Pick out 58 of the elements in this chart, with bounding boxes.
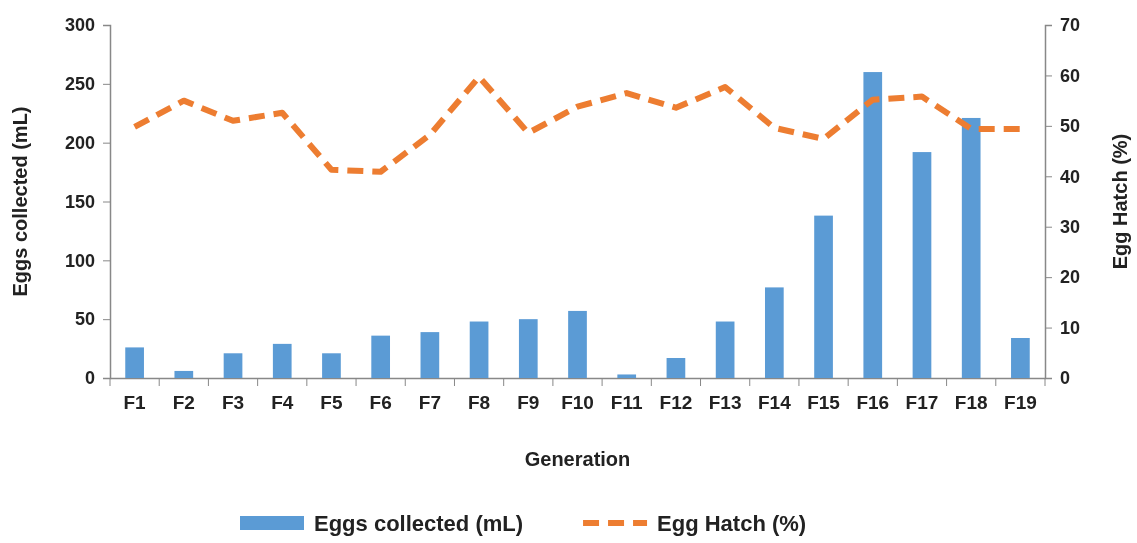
x-tick-label: F19 — [1004, 392, 1037, 414]
y2-tick-label: 70 — [1060, 15, 1081, 36]
y-axis-title: Eggs collected (mL) — [9, 106, 31, 297]
bar — [715, 321, 735, 378]
y-tick-label: 50 — [74, 309, 95, 330]
bar — [863, 72, 883, 378]
bar — [764, 287, 784, 378]
y2-tick-label: 10 — [1060, 317, 1081, 338]
x-tick-label: F18 — [954, 392, 988, 414]
bar — [912, 152, 932, 378]
y-tick-label: 250 — [64, 74, 95, 95]
bar — [272, 343, 292, 378]
x-tick-label: F13 — [708, 392, 742, 414]
y-tick-label: 200 — [64, 132, 95, 153]
x-tick-label: F17 — [905, 392, 939, 414]
x-tick-label: F10 — [561, 392, 594, 414]
y2-tick-label: 20 — [1060, 267, 1081, 288]
y-tick-label: 300 — [64, 15, 95, 36]
bar — [961, 117, 981, 378]
x-tick-label: F4 — [271, 392, 294, 414]
bar — [518, 319, 538, 378]
y2-axis-title: Egg Hatch (%) — [1109, 133, 1131, 270]
legend-label: Egg Hatch (%) — [657, 511, 807, 536]
x-tick-label: F16 — [856, 392, 890, 414]
x-tick-label: F14 — [757, 392, 792, 414]
x-tick-label: F8 — [467, 392, 491, 414]
y2-tick-label: 40 — [1060, 166, 1081, 187]
x-tick-label: F3 — [221, 392, 245, 414]
bar — [223, 353, 243, 378]
y2-tick-label: 50 — [1060, 116, 1081, 137]
y2-tick-label: 60 — [1060, 65, 1081, 86]
x-tick-label: F7 — [418, 392, 441, 414]
x-tick-label: F15 — [807, 392, 841, 414]
x-tick-label: F2 — [172, 392, 195, 414]
x-tick-label: F9 — [517, 392, 540, 414]
legend-label: Eggs collected (mL) — [314, 511, 524, 536]
y2-tick-label: 30 — [1060, 216, 1081, 237]
bar — [469, 321, 489, 378]
x-tick-label: F1 — [123, 392, 147, 414]
x-tick-label: F11 — [610, 392, 643, 414]
x-tick-label: F5 — [320, 392, 343, 414]
y-tick-label: 150 — [64, 191, 95, 212]
bar — [125, 347, 144, 378]
y-tick-label: 0 — [84, 368, 95, 389]
bar — [814, 215, 833, 378]
bar — [420, 332, 440, 378]
bar — [666, 358, 686, 378]
bar — [1011, 337, 1030, 378]
x-tick-label: F6 — [369, 392, 392, 414]
bar — [322, 353, 341, 378]
bar — [371, 335, 391, 378]
x-tick-label: F12 — [659, 392, 693, 414]
bar — [568, 310, 587, 378]
bar — [174, 370, 194, 378]
y2-tick-label: 0 — [1060, 368, 1071, 389]
bar — [617, 374, 637, 378]
x-axis-title: Generation — [524, 448, 631, 470]
y-tick-label: 100 — [64, 250, 95, 271]
